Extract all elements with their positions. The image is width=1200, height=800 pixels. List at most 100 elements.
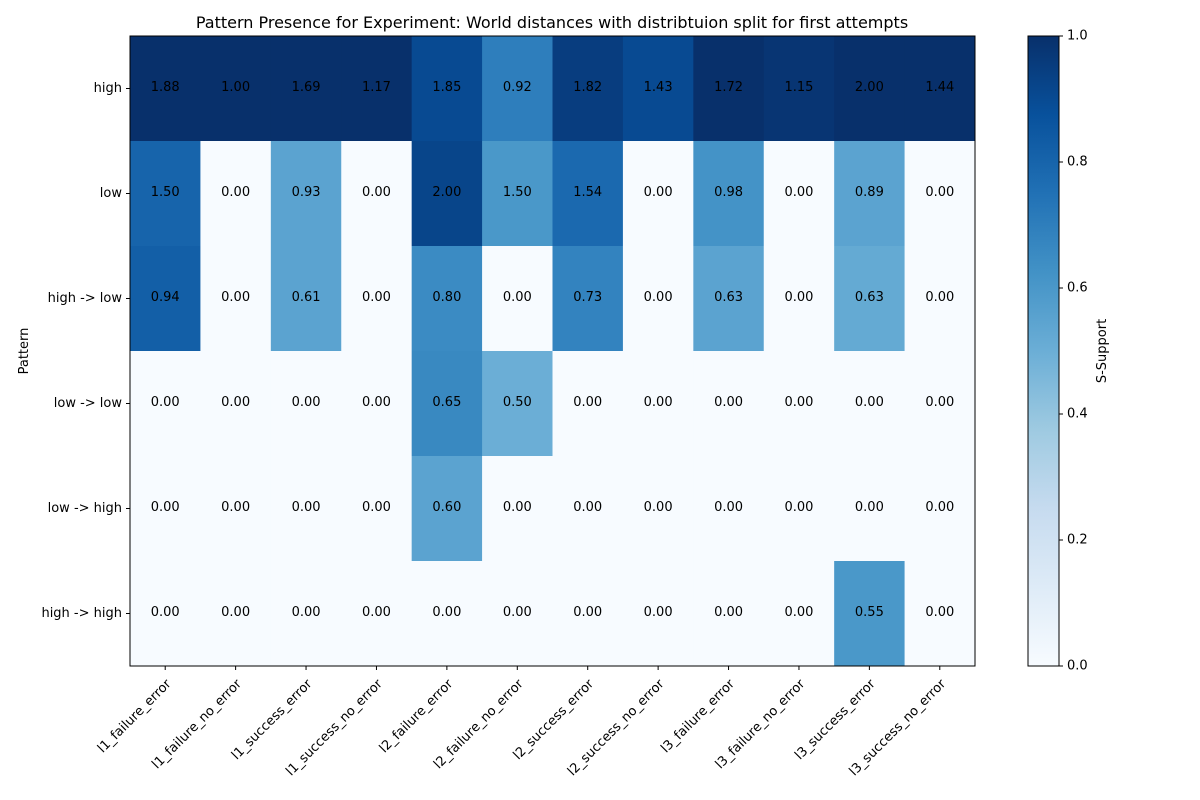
colorbar: 0.0 0.2 0.4 0.6 0.8 1.0 S-Support	[1027, 29, 1110, 674]
heatmap-cell	[411, 456, 483, 562]
cell-value-label: 0.50	[503, 395, 532, 410]
cell-value-label: 1.69	[292, 80, 321, 95]
heatmap-cell	[834, 456, 906, 562]
cell-value-label: 0.00	[503, 605, 532, 620]
heatmap-cell	[904, 246, 976, 352]
heatmap-cell	[834, 36, 906, 142]
heatmap-cell	[622, 36, 694, 142]
heatmap-cell	[552, 246, 624, 352]
cell-annotations: 1.88 1.00 1.69 1.17 1.85 0.92 1.82 1.43 1.72 1.15…	[151, 80, 955, 620]
y-tick-label: low	[100, 186, 123, 201]
heatmap-cell	[482, 351, 553, 457]
heatmap-cell	[834, 246, 906, 352]
cell-value-label: 0.00	[573, 395, 602, 410]
cell-value-label: 0.00	[714, 605, 743, 620]
cell-value-label: 0.00	[362, 605, 391, 620]
cell-value-label: 1.88	[151, 80, 180, 95]
heatmap-cell	[482, 36, 553, 142]
heatmap-cell	[482, 246, 553, 352]
heatmap-cell	[552, 351, 624, 457]
heatmap-cell	[834, 141, 906, 247]
cell-value-label: 1.50	[503, 185, 532, 200]
plot-frame	[129, 35, 976, 667]
cell-value-label: 0.61	[292, 290, 321, 305]
heatmap-cell	[200, 561, 272, 667]
x-axis: l1_failure_errorl1_failure_no_errorl1_su…	[95, 666, 950, 779]
heatmap-cell	[834, 561, 906, 667]
heatmap-cell	[270, 561, 342, 667]
cell-value-label: 0.00	[362, 395, 391, 410]
cell-value-label: 0.00	[151, 500, 180, 515]
cell-value-label: 0.94	[151, 290, 180, 305]
colorbar-tick-label: 0.6	[1067, 281, 1088, 296]
heatmap-cell	[763, 36, 835, 142]
cell-value-label: 0.00	[362, 290, 391, 305]
cell-value-label: 0.73	[573, 290, 602, 305]
heatmap-cell	[622, 561, 694, 667]
cell-value-label: 0.00	[362, 500, 391, 515]
heatmap-cell	[200, 456, 272, 562]
heatmap-cell	[270, 351, 342, 457]
heatmap-cell	[200, 351, 272, 457]
cell-value-label: 2.00	[855, 80, 884, 95]
cell-value-label: 0.00	[221, 185, 250, 200]
heatmap-cell	[693, 246, 765, 352]
y-tick-label: high -> low	[48, 291, 123, 306]
cell-value-label: 0.00	[644, 395, 673, 410]
heatmap-cell	[693, 456, 765, 562]
heatmap-cell	[763, 246, 835, 352]
heatmap-cell	[622, 351, 694, 457]
y-tick-label: high	[94, 81, 122, 96]
y-tick-label: high -> high	[41, 606, 122, 621]
heatmap-cell	[130, 561, 201, 667]
cell-value-label: 0.00	[644, 185, 673, 200]
cell-value-label: 0.00	[714, 395, 743, 410]
y-axis: high low high -> low low -> low low -> high h…	[41, 81, 130, 621]
cell-value-label: 0.65	[432, 395, 461, 410]
colorbar-tick-label: 1.0	[1067, 29, 1088, 44]
x-tick-label: l3_failure_error	[658, 676, 738, 756]
cell-value-label: 0.00	[784, 395, 813, 410]
heatmap-cell	[411, 351, 483, 457]
heatmap-cell	[341, 351, 413, 457]
cell-value-label: 0.00	[221, 605, 250, 620]
cell-value-label: 0.00	[292, 605, 321, 620]
heatmap-cell	[834, 351, 906, 457]
cell-value-label: 1.50	[151, 185, 180, 200]
heatmap-cell	[482, 561, 553, 667]
heatmap-cell	[622, 141, 694, 247]
heatmap-cell	[763, 561, 835, 667]
heatmap-cell	[270, 456, 342, 562]
cell-value-label: 0.00	[925, 185, 954, 200]
cell-value-label: 0.00	[855, 500, 884, 515]
cell-value-label: 1.54	[573, 185, 602, 200]
heatmap-cell	[130, 456, 201, 562]
heatmap-cell	[200, 141, 272, 247]
cell-value-label: 0.00	[221, 290, 250, 305]
heatmap-cell	[130, 246, 201, 352]
cell-value-label: 0.00	[784, 290, 813, 305]
cell-value-label: 0.92	[503, 80, 532, 95]
y-tick-label: low -> high	[48, 501, 122, 516]
cell-value-label: 0.63	[714, 290, 743, 305]
heatmap-cell	[341, 36, 413, 142]
heatmap-cell	[270, 36, 342, 142]
colorbar-tick-label: 0.8	[1067, 155, 1088, 170]
cell-value-label: 0.00	[925, 500, 954, 515]
cell-value-label: 0.00	[644, 500, 673, 515]
heatmap-cell	[904, 141, 976, 247]
heatmap-cell	[411, 561, 483, 667]
cell-value-label: 1.43	[644, 80, 673, 95]
cell-value-label: 0.63	[855, 290, 884, 305]
heatmap-cell	[341, 141, 413, 247]
heatmap-cell	[270, 141, 342, 247]
cell-value-label: 0.00	[503, 500, 532, 515]
cell-value-label: 0.00	[221, 500, 250, 515]
heatmap-cell	[552, 456, 624, 562]
cell-value-label: 0.00	[573, 605, 602, 620]
cell-value-label: 0.00	[292, 500, 321, 515]
cell-value-label: 0.60	[432, 500, 461, 515]
cell-value-label: 0.00	[855, 395, 884, 410]
heatmap-cell	[904, 456, 976, 562]
heatmap-cell	[693, 351, 765, 457]
